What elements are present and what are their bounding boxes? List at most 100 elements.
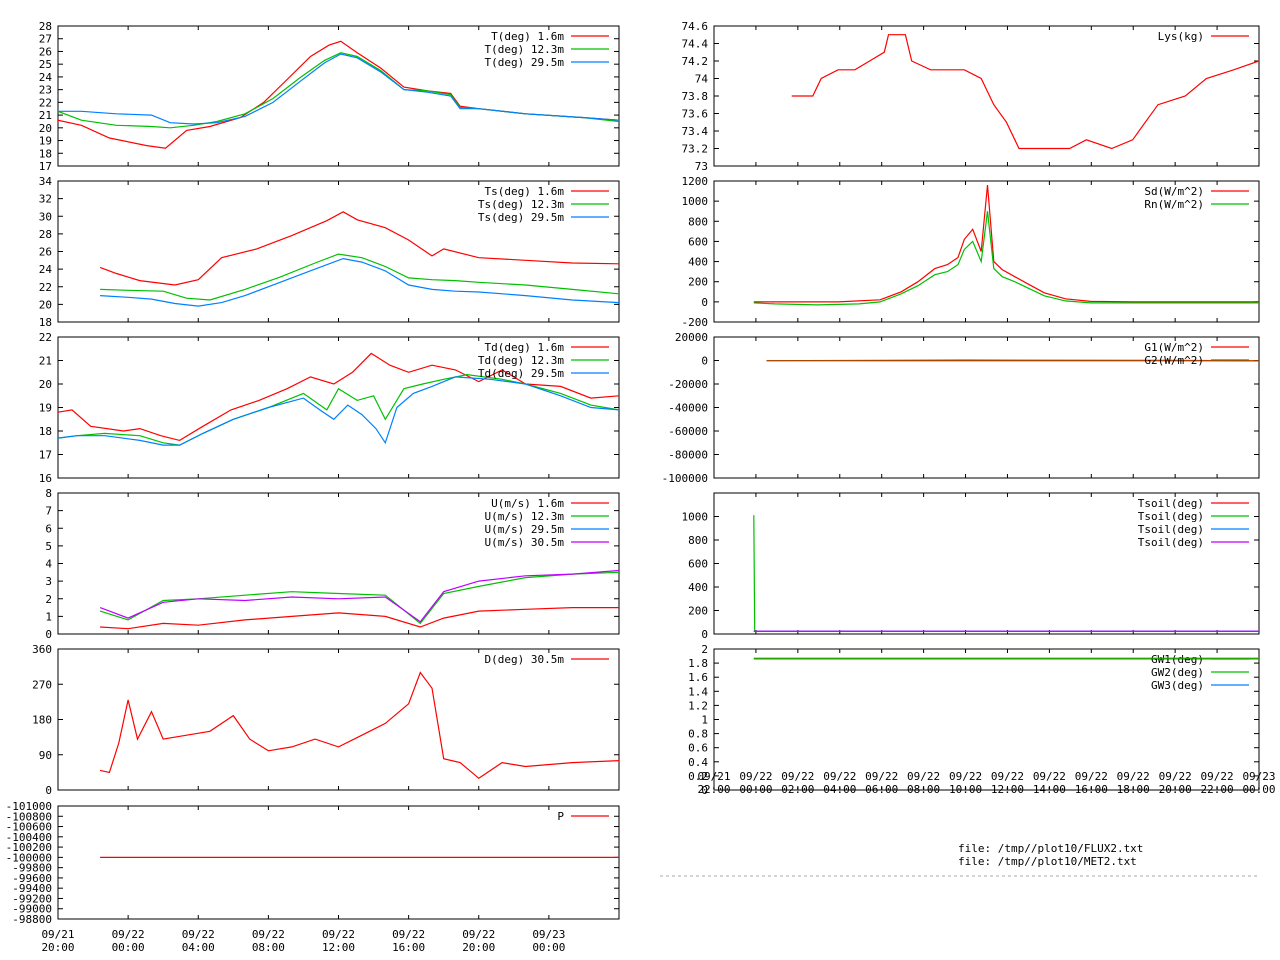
ytick-label-lys: 73.8 [682,90,709,103]
panel-pres: -101000-100800-100600-100400-100200-1000… [6,800,620,926]
ytick-label-temp: 25 [39,58,52,71]
right-xtick-date-7: 09/22 [991,770,1024,783]
ytick-label-pres: -99400 [12,882,52,895]
ytick-label-temp: 20 [39,122,52,135]
ytick-label-pres: -99200 [12,892,52,905]
ytick-label-lys: 74.6 [682,20,709,33]
legend-label-rad-0: Sd(W/m^2) [1144,185,1204,198]
ytick-label-dir: 0 [45,784,52,797]
ytick-label-pres: -101000 [6,800,52,813]
ytick-label-pres: -100600 [6,821,52,834]
file-label-flux: file: /tmp//plot10/FLUX2.txt [958,842,1143,855]
series-line-dew-2 [58,376,619,446]
file-label-met: file: /tmp//plot10/MET2.txt [958,855,1137,868]
ytick-label-pres: -100200 [6,841,52,854]
ytick-label-gflux: -60000 [668,425,708,438]
ytick-label-gw: 0.6 [688,742,708,755]
right-xtick-date-5: 09/22 [907,770,940,783]
ytick-label-pres: -100000 [6,851,52,864]
panel-gw: 00.20.40.60.81 1.21.41.61.82 GW1(deg)GW2(d… [688,643,1260,797]
ytick-label-lys: 74.2 [682,55,709,68]
legend-label-wind-0: U(m/s) 1.6m [491,497,564,510]
left-xtick-date-0: 09/21 [41,928,74,941]
ytick-label-pres: -98800 [12,913,52,926]
ytick-label-gw: 1 [701,714,708,727]
right-xtick-time-2: 02:00 [781,783,814,796]
ytick-label-dew: 20 [39,378,52,391]
ytick-label-wind: 3 [45,575,52,588]
ytick-label-rad: 200 [688,276,708,289]
right-xtick-time-8: 14:00 [1033,783,1066,796]
ytick-label-pres: -99800 [12,862,52,875]
right-xtick-time-11: 20:00 [1159,783,1192,796]
legend-label-gw-0: GW1(deg) [1151,653,1204,666]
ytick-label-tsoil: 400 [688,581,708,594]
legend-label-gflux-0: G1(W/m^2) [1144,341,1204,354]
right-xtick-time-9: 16:00 [1075,783,1108,796]
ytick-label-pres: -100400 [6,831,52,844]
right-xtick-time-12: 22:00 [1201,783,1234,796]
ytick-label-gflux: -80000 [668,449,708,462]
series-line-tsurf-2 [100,257,619,307]
ytick-label-temp: 26 [39,45,52,58]
right-xtick-time-10: 18:00 [1117,783,1150,796]
series-line-tsurf-1 [100,253,619,301]
right-xtick-date-6: 09/22 [949,770,982,783]
ytick-label-tsoil: 0 [701,628,708,641]
ytick-label-tsurf: 30 [39,210,52,223]
legend-label-tsurf-1: Ts(deg) 12.3m [478,198,564,211]
ytick-label-temp: 28 [39,20,52,33]
right-xtick-time-0: 22:00 [697,783,730,796]
right-xtick-date-3: 09/22 [823,770,856,783]
time-axes: 09/2120:0009/2200:0009/2204:0009/2208:00… [41,770,1275,954]
ytick-label-lys: 74 [695,73,709,86]
series-line-wind-1 [99,571,619,625]
right-xtick-date-13: 09/23 [1242,770,1275,783]
ytick-label-temp: 23 [39,84,52,97]
right-xtick-date-0: 09/21 [697,770,730,783]
ytick-label-gw: 1.8 [688,657,708,670]
legend-label-tsoil-3: Tsoil(deg) [1138,536,1204,549]
legend-label-lys-0: Lys(kg) [1158,30,1204,43]
ytick-label-wind: 7 [45,505,52,518]
legend-label-temp-2: T(deg) 29.5m [485,56,565,69]
ytick-label-dew: 19 [39,402,52,415]
ytick-label-gflux: -100000 [662,472,708,485]
legend-label-temp-1: T(deg) 12.3m [485,43,565,56]
legend-label-tsoil-0: Tsoil(deg) [1138,497,1204,510]
panel-wind: 0 1 2 3 4 5 6 7 8 U(m/s) 1.6mU(m/s) 12.3mU(m/s) 2… [45,487,620,641]
left-xtick-time-1: 00:00 [112,941,145,954]
legend-label-tsurf-0: Ts(deg) 1.6m [485,185,565,198]
legend-label-wind-3: U(m/s) 30.5m [485,536,565,549]
left-xtick-time-2: 04:00 [182,941,215,954]
right-xtick-time-5: 08:00 [907,783,940,796]
ytick-label-temp: 18 [39,147,52,160]
left-xtick-date-2: 09/22 [182,928,215,941]
ytick-label-gw: 1.2 [688,699,708,712]
series-line-dir-0 [99,671,619,780]
series-line-temp-0 [58,40,619,149]
ytick-label-gflux: -40000 [668,402,708,415]
ytick-label-wind: 8 [45,487,52,500]
legend-label-dew-1: Td(deg) 12.3m [478,354,564,367]
ytick-label-rad: 1200 [682,175,709,188]
ytick-label-lys: 73 [695,160,708,173]
legend-label-temp-0: T(deg) 1.6m [491,30,564,43]
right-xtick-time-6: 10:00 [949,783,982,796]
left-xtick-date-6: 09/22 [462,928,495,941]
ytick-label-gw: 0.2 [688,770,708,783]
series-line-dew-1 [58,373,619,446]
legend-label-dew-0: Td(deg) 1.6m [485,341,565,354]
left-xtick-time-4: 12:00 [322,941,355,954]
left-xtick-time-6: 20:00 [462,941,495,954]
series-line-tsurf-0 [99,211,619,286]
series-line-dew-0 [58,352,619,442]
ytick-label-tsoil: 600 [688,558,708,571]
ytick-label-lys: 74.4 [682,38,709,51]
ytick-label-gw: 0.4 [688,756,708,769]
